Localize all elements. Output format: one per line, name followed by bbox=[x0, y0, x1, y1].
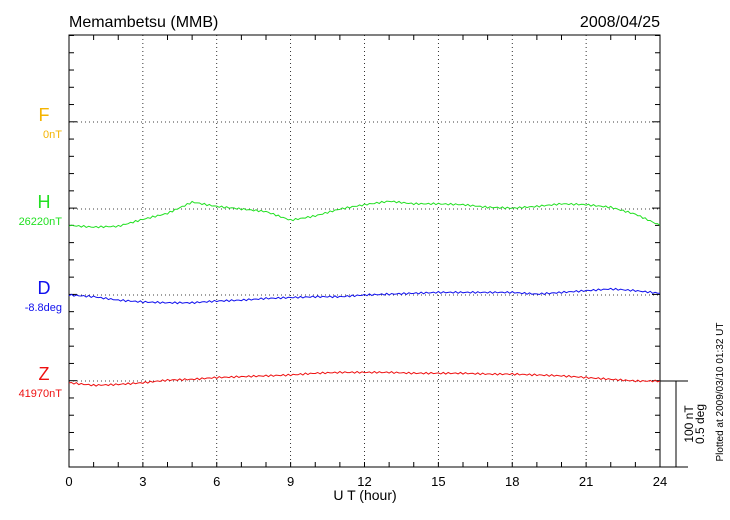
x-axis-label: U T (hour) bbox=[333, 487, 396, 503]
trace-Z bbox=[68, 370, 661, 387]
series-label-F: F bbox=[39, 105, 50, 125]
chart-date: 2008/04/25 bbox=[580, 14, 660, 31]
chart-title: Memambetsu (MMB) bbox=[69, 14, 218, 31]
baseline-value-D: -8.8deg bbox=[25, 302, 62, 314]
series-labels: F 0nT H 26220nT D -8.8deg Z 41970nT bbox=[19, 105, 63, 400]
x-tick-label: 9 bbox=[287, 474, 294, 489]
x-tick-label: 6 bbox=[213, 474, 220, 489]
scale-nT-label: 100 nT bbox=[682, 405, 696, 443]
series-label-Z: Z bbox=[39, 364, 50, 384]
scale-deg-label: 0.5 deg bbox=[693, 404, 707, 444]
x-tick-label: 15 bbox=[431, 474, 445, 489]
x-tick-label: 21 bbox=[579, 474, 593, 489]
baseline-value-F: 0nT bbox=[43, 129, 62, 141]
traces bbox=[68, 200, 661, 387]
x-tick-label: 12 bbox=[357, 474, 371, 489]
grid bbox=[69, 35, 660, 467]
x-tick-label: 3 bbox=[139, 474, 146, 489]
baseline-value-H: 26220nT bbox=[19, 216, 63, 228]
x-tick-label: 24 bbox=[653, 474, 667, 489]
x-tick-label: 0 bbox=[65, 474, 72, 489]
x-tick-label: 18 bbox=[505, 474, 519, 489]
trace-D bbox=[68, 287, 661, 305]
baseline-value-Z: 41970nT bbox=[19, 388, 63, 400]
plotted-at-footer: Plotted at 2009/03/10 01:32 UT bbox=[715, 323, 726, 462]
series-label-H: H bbox=[38, 192, 51, 212]
axes: 0 3 6 9 12 15 18 21 24 bbox=[65, 34, 688, 489]
trace-H bbox=[68, 200, 661, 229]
series-label-D: D bbox=[38, 278, 51, 298]
